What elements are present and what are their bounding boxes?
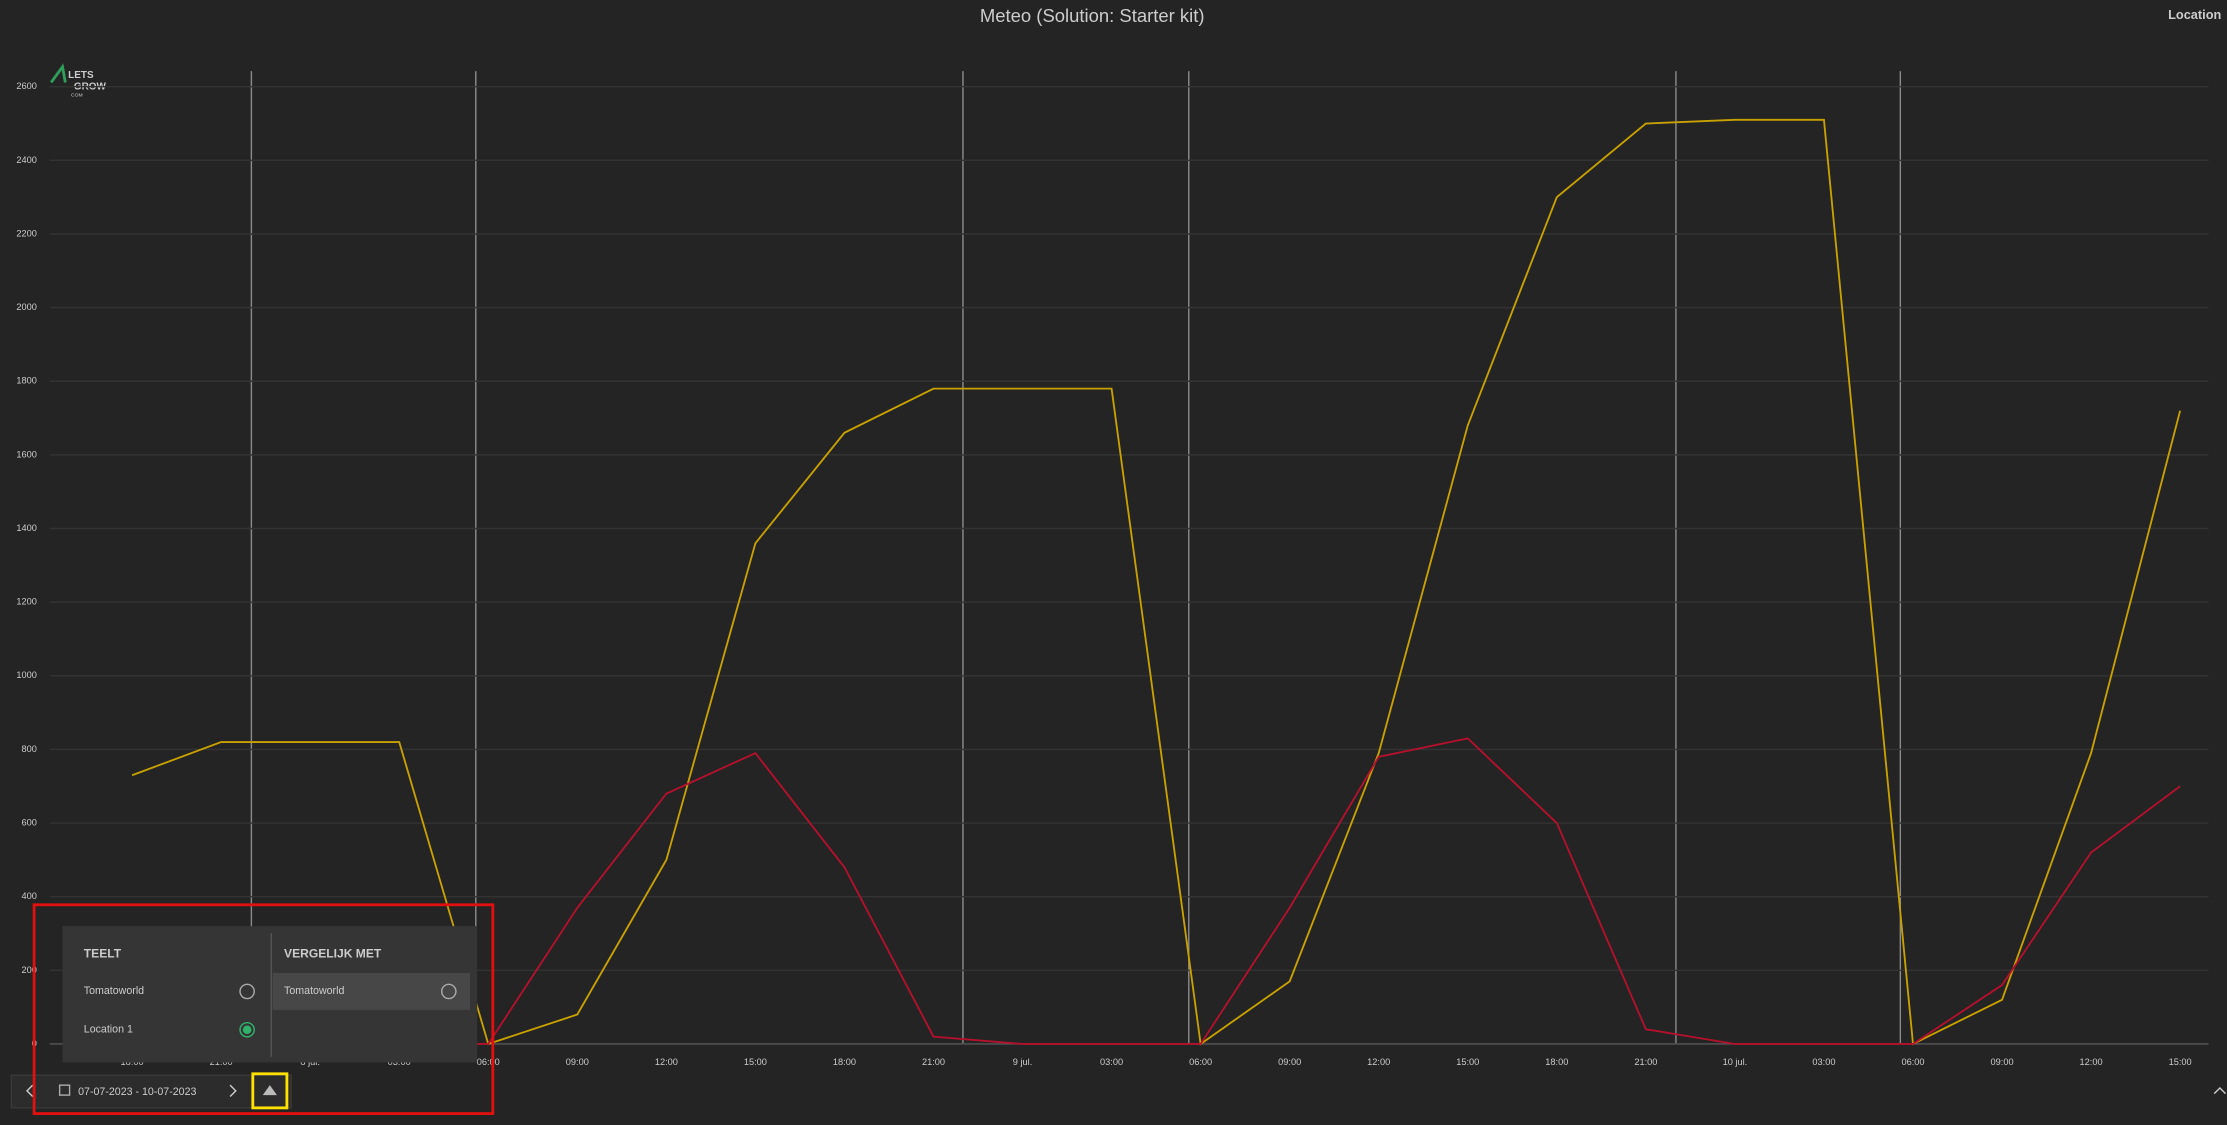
sun-markers [250, 71, 1902, 1044]
x-tick-label: 03:00 [1812, 1057, 1835, 1067]
y-tick-label: 2400 [16, 155, 37, 165]
x-tick-label: 21:00 [922, 1057, 945, 1067]
collapse-button[interactable] [2213, 1086, 2227, 1095]
logo-text: COM [71, 93, 83, 99]
x-tick-label: 06:00 [477, 1057, 500, 1067]
logo-leaf [49, 63, 67, 84]
popup-heading: VERGELIJK MET [284, 947, 382, 961]
toolbar: 07-07-2023 - 10-07-2023 [10, 1072, 292, 1110]
y-tick-label: 400 [22, 891, 37, 901]
next-button[interactable] [229, 1084, 237, 1098]
x-tick-label: 18:00 [833, 1057, 856, 1067]
prev-button[interactable] [25, 1084, 34, 1098]
highlight-box [251, 1072, 289, 1110]
x-tick-label: 06:00 [1189, 1057, 1212, 1067]
x-tick-label: 12:00 [1367, 1057, 1390, 1067]
annotation-box [32, 903, 495, 1115]
option-label[interactable]: Tomatoworld [84, 985, 144, 997]
filter-popup: TEELT Tomatoworld Location 1 VERGELIJK M… [62, 926, 478, 1063]
location-button[interactable]: Location [2168, 7, 2221, 22]
page-title: Meteo (Solution: Starter kit) [980, 5, 1205, 26]
option-row[interactable] [272, 972, 471, 1010]
x-tick-label: 15:00 [1456, 1057, 1479, 1067]
date-range[interactable]: 07-07-2023 - 10-07-2023 [78, 1086, 196, 1098]
radio[interactable] [440, 983, 457, 1000]
crop-button[interactable] [262, 1085, 277, 1096]
radio-dot [242, 1025, 252, 1035]
y-tick-label: 200 [22, 965, 37, 975]
y-tick-label: 1400 [16, 523, 37, 533]
y-tick-label: 1200 [16, 597, 37, 607]
x-tick-label: 15:00 [744, 1057, 767, 1067]
y-tick-label: 1600 [16, 449, 37, 459]
x-tick-label: 15:00 [2169, 1057, 2192, 1067]
popup-heading: TEELT [84, 947, 122, 961]
x-tick-label: 09:00 [1991, 1057, 2014, 1067]
y-tick-label: 800 [22, 744, 37, 754]
y-tick-label: 1800 [16, 376, 37, 386]
x-tick-label: 10 jul. [1723, 1057, 1748, 1067]
y-tick-label: 600 [22, 818, 37, 828]
y-tick-label: 2600 [16, 81, 37, 91]
x-tick-label: 9 jul. [1013, 1057, 1032, 1067]
x-tick-label: 09:00 [1278, 1057, 1301, 1067]
radio[interactable] [239, 983, 255, 1000]
y-tick-label: 2000 [16, 302, 37, 312]
logo-text: LETS [68, 70, 94, 81]
x-tick-label: 06:00 [1901, 1057, 1924, 1067]
x-tick-label: 18:00 [1545, 1057, 1568, 1067]
x-tick-label: 09:00 [566, 1057, 589, 1067]
radio[interactable] [239, 1021, 255, 1038]
y-tick-label: 2200 [16, 228, 37, 238]
x-tick-label: 03:00 [1100, 1057, 1123, 1067]
calendar-icon[interactable] [58, 1084, 71, 1096]
x-tick-label: 12:00 [655, 1057, 678, 1067]
y-tick-label: 1000 [16, 670, 37, 680]
x-tick-label: 12:00 [2080, 1057, 2103, 1067]
option-label[interactable]: Tomatoworld [284, 985, 344, 997]
option-label[interactable]: Location 1 [84, 1024, 133, 1036]
x-tick-label: 21:00 [1634, 1057, 1657, 1067]
toolbar-box [10, 1074, 292, 1109]
